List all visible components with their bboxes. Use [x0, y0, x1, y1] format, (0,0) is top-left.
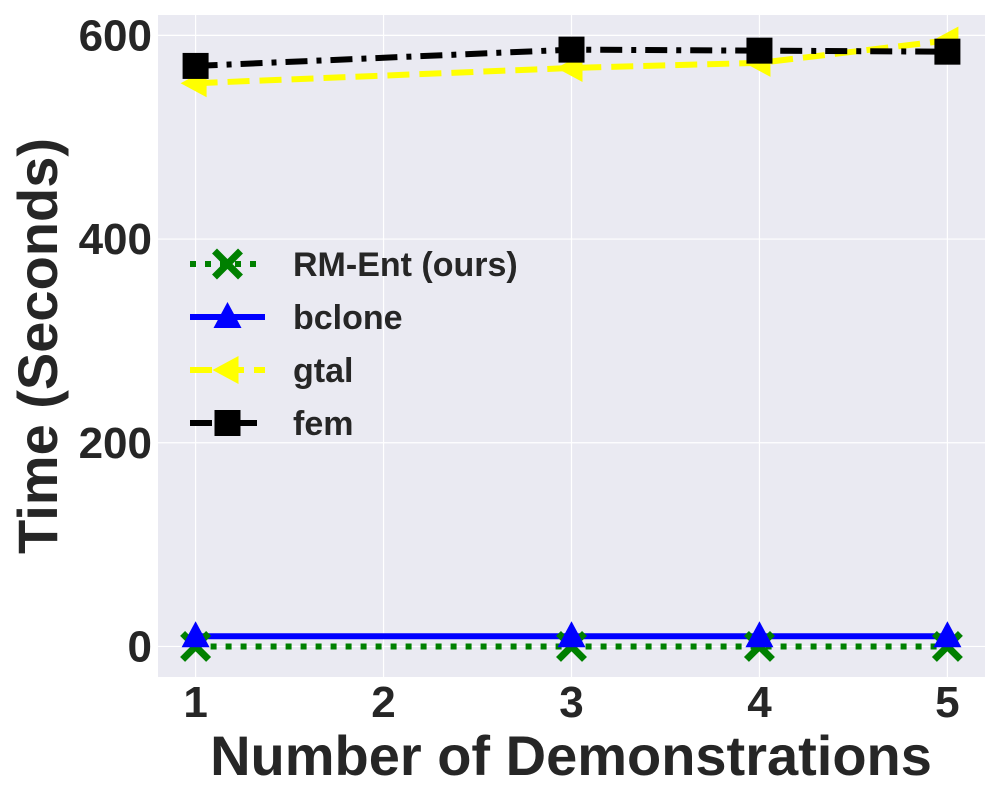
- data-point: [933, 621, 962, 648]
- data-point: [182, 52, 209, 79]
- legend-label: bclone: [293, 299, 403, 337]
- legend-label: RM-Ent (ours): [293, 246, 518, 284]
- series-line: [195, 37, 948, 87]
- series-markers: [180, 26, 963, 662]
- y-axis-label: Time (Seconds): [6, 138, 69, 554]
- legend: RM-Ent (ours) bclone gtal fem: [190, 246, 518, 443]
- x-tick-label: 4: [747, 678, 772, 727]
- legend-marker: [214, 410, 241, 436]
- series-line: [195, 46, 948, 69]
- legend-label: gtal: [293, 352, 353, 390]
- y-tick-label: 400: [79, 215, 152, 264]
- data-point: [558, 36, 585, 63]
- legend-label: fem: [293, 405, 353, 443]
- data-point: [746, 37, 773, 64]
- x-tick-label: 3: [559, 678, 583, 727]
- y-tick-label: 0: [128, 622, 152, 671]
- x-tick-label: 2: [371, 678, 395, 727]
- data-point: [745, 621, 774, 648]
- legend-marker: [212, 356, 239, 384]
- data-point: [181, 621, 210, 648]
- x-tick-label: 5: [935, 678, 959, 727]
- data-point: [934, 38, 961, 65]
- y-tick-label: 200: [79, 419, 152, 468]
- x-tick-label: 1: [183, 678, 207, 727]
- x-axis-label: Number of Demonstrations: [210, 724, 932, 787]
- legend-marker: [212, 248, 243, 280]
- y-tick-label: 600: [79, 11, 152, 60]
- legend-marker: [213, 302, 242, 328]
- series-lines: [195, 37, 948, 650]
- y-tick-labels: 0 200 400 600: [79, 11, 152, 671]
- x-tick-labels: 1 2 3 4 5: [183, 678, 959, 727]
- data-point: [557, 621, 586, 648]
